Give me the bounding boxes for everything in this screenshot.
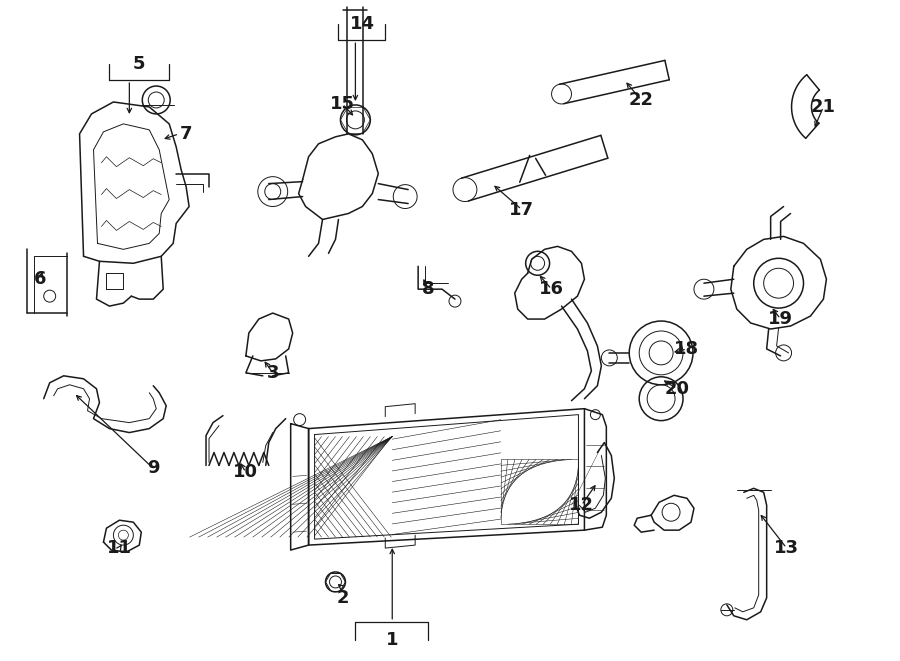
Text: 22: 22 xyxy=(629,91,653,109)
Text: 19: 19 xyxy=(768,310,793,328)
Text: 10: 10 xyxy=(233,463,258,481)
Text: 21: 21 xyxy=(811,98,836,116)
Text: 9: 9 xyxy=(147,459,159,477)
Text: 1: 1 xyxy=(386,631,399,648)
Text: 15: 15 xyxy=(330,95,355,113)
Text: 11: 11 xyxy=(107,539,132,557)
Text: 20: 20 xyxy=(664,380,689,398)
Text: 3: 3 xyxy=(266,364,279,382)
Text: 2: 2 xyxy=(337,589,348,607)
Text: 17: 17 xyxy=(509,200,535,219)
Text: 13: 13 xyxy=(774,539,799,557)
Text: 5: 5 xyxy=(133,55,146,73)
Text: 18: 18 xyxy=(674,340,699,358)
Text: 12: 12 xyxy=(569,496,594,514)
Text: 8: 8 xyxy=(422,280,435,298)
Text: 6: 6 xyxy=(33,270,46,288)
Text: 16: 16 xyxy=(539,280,564,298)
Text: 14: 14 xyxy=(350,15,375,33)
Text: 7: 7 xyxy=(180,125,193,143)
